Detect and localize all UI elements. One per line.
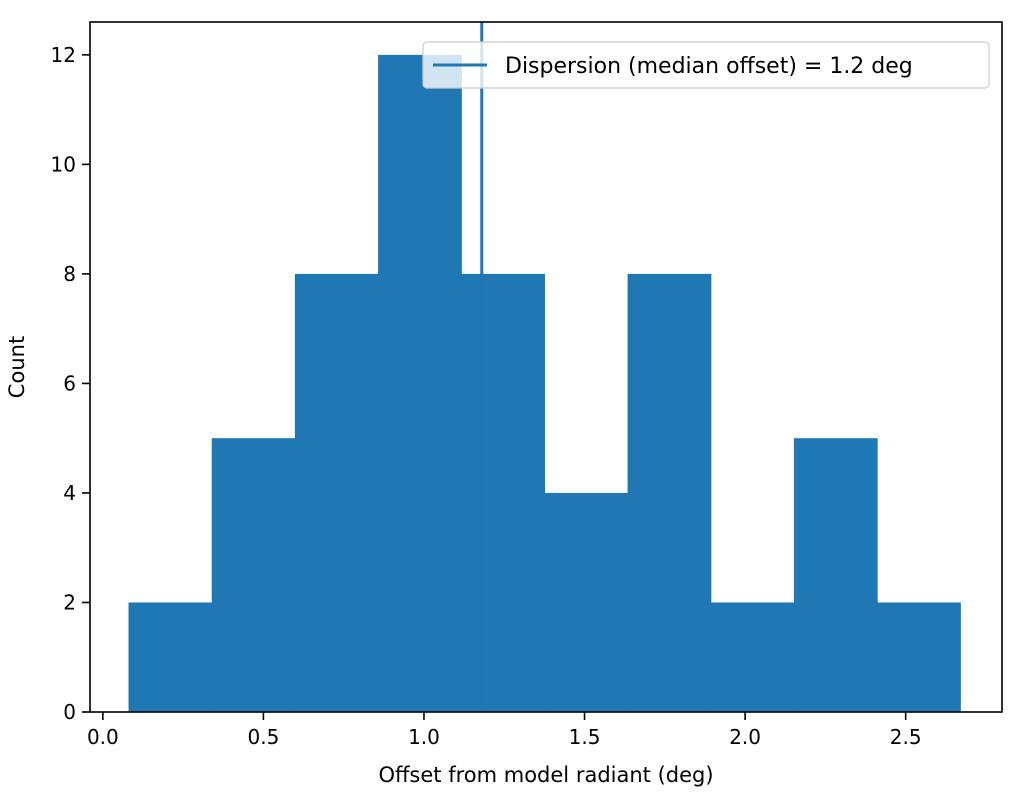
y-axis-ticks: 0 2 4 6 8 10 12 [51, 43, 90, 724]
legend-entry-label: Dispersion (median offset) = 1.2 deg [505, 54, 913, 79]
y-tick-label: 2 [63, 590, 76, 614]
y-tick-label: 10 [51, 152, 76, 176]
histogram-bar [877, 602, 961, 712]
histogram-bar [211, 438, 296, 712]
histogram-bar [378, 54, 462, 713]
y-tick-label: 0 [63, 700, 76, 724]
histogram-bar [710, 602, 795, 712]
x-tick-label: 0.0 [87, 725, 119, 749]
x-axis-ticks: 0.0 0.5 1.0 1.5 2.0 2.5 [87, 712, 922, 749]
histogram-bar [294, 273, 379, 712]
histogram-bar [461, 273, 545, 712]
x-tick-label: 0.5 [248, 725, 280, 749]
axes-frame [89, 21, 1003, 713]
y-tick-label: 8 [63, 262, 76, 286]
x-axis-label: Offset from model radiant (deg) [378, 763, 713, 787]
y-axis-label: Count [5, 336, 29, 398]
bars-group [128, 54, 961, 713]
y-tick-label: 12 [51, 43, 76, 67]
histogram-bar [128, 602, 213, 712]
x-tick-label: 2.5 [890, 725, 922, 749]
x-tick-label: 1.0 [408, 725, 440, 749]
x-tick-label: 1.5 [569, 725, 601, 749]
histogram-bar [793, 438, 878, 712]
legend-box [422, 41, 990, 89]
x-tick-label: 2.0 [729, 725, 761, 749]
histogram-bar [627, 273, 712, 712]
y-tick-label: 4 [63, 481, 76, 505]
y-tick-label: 6 [63, 371, 76, 395]
legend: Dispersion (median offset) = 1.2 deg [422, 41, 990, 89]
histogram-bar [544, 492, 629, 712]
